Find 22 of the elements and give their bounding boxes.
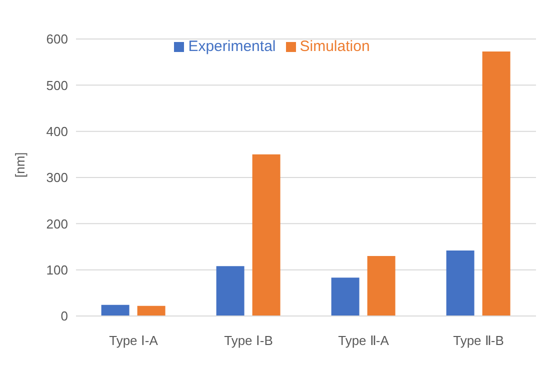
y-tick-label: 600 bbox=[46, 32, 68, 47]
bar bbox=[252, 154, 280, 316]
bar bbox=[331, 278, 360, 316]
legend-label: Simulation bbox=[300, 38, 370, 55]
bar bbox=[137, 306, 166, 316]
y-tick-label: 400 bbox=[46, 124, 68, 139]
x-tick-label: Type Ⅱ-B bbox=[453, 333, 504, 348]
y-tick-label: 200 bbox=[46, 216, 68, 232]
x-tick-label: Type Ⅰ-A bbox=[109, 333, 158, 348]
legend-label: Experimental bbox=[188, 38, 276, 55]
x-tick-label: Type Ⅰ-B bbox=[224, 333, 273, 348]
y-tick-label: 100 bbox=[46, 262, 68, 278]
x-tick-label: Type Ⅱ-A bbox=[338, 333, 390, 348]
bar bbox=[482, 51, 510, 316]
bar bbox=[101, 304, 130, 316]
y-tick-label: 0 bbox=[60, 308, 68, 324]
bar bbox=[216, 266, 244, 316]
bar bbox=[367, 256, 396, 316]
y-tick-label: 500 bbox=[46, 78, 68, 93]
y-tick-label: 300 bbox=[46, 170, 68, 186]
bar bbox=[446, 250, 474, 316]
y-axis-title: [nm] bbox=[12, 152, 28, 178]
